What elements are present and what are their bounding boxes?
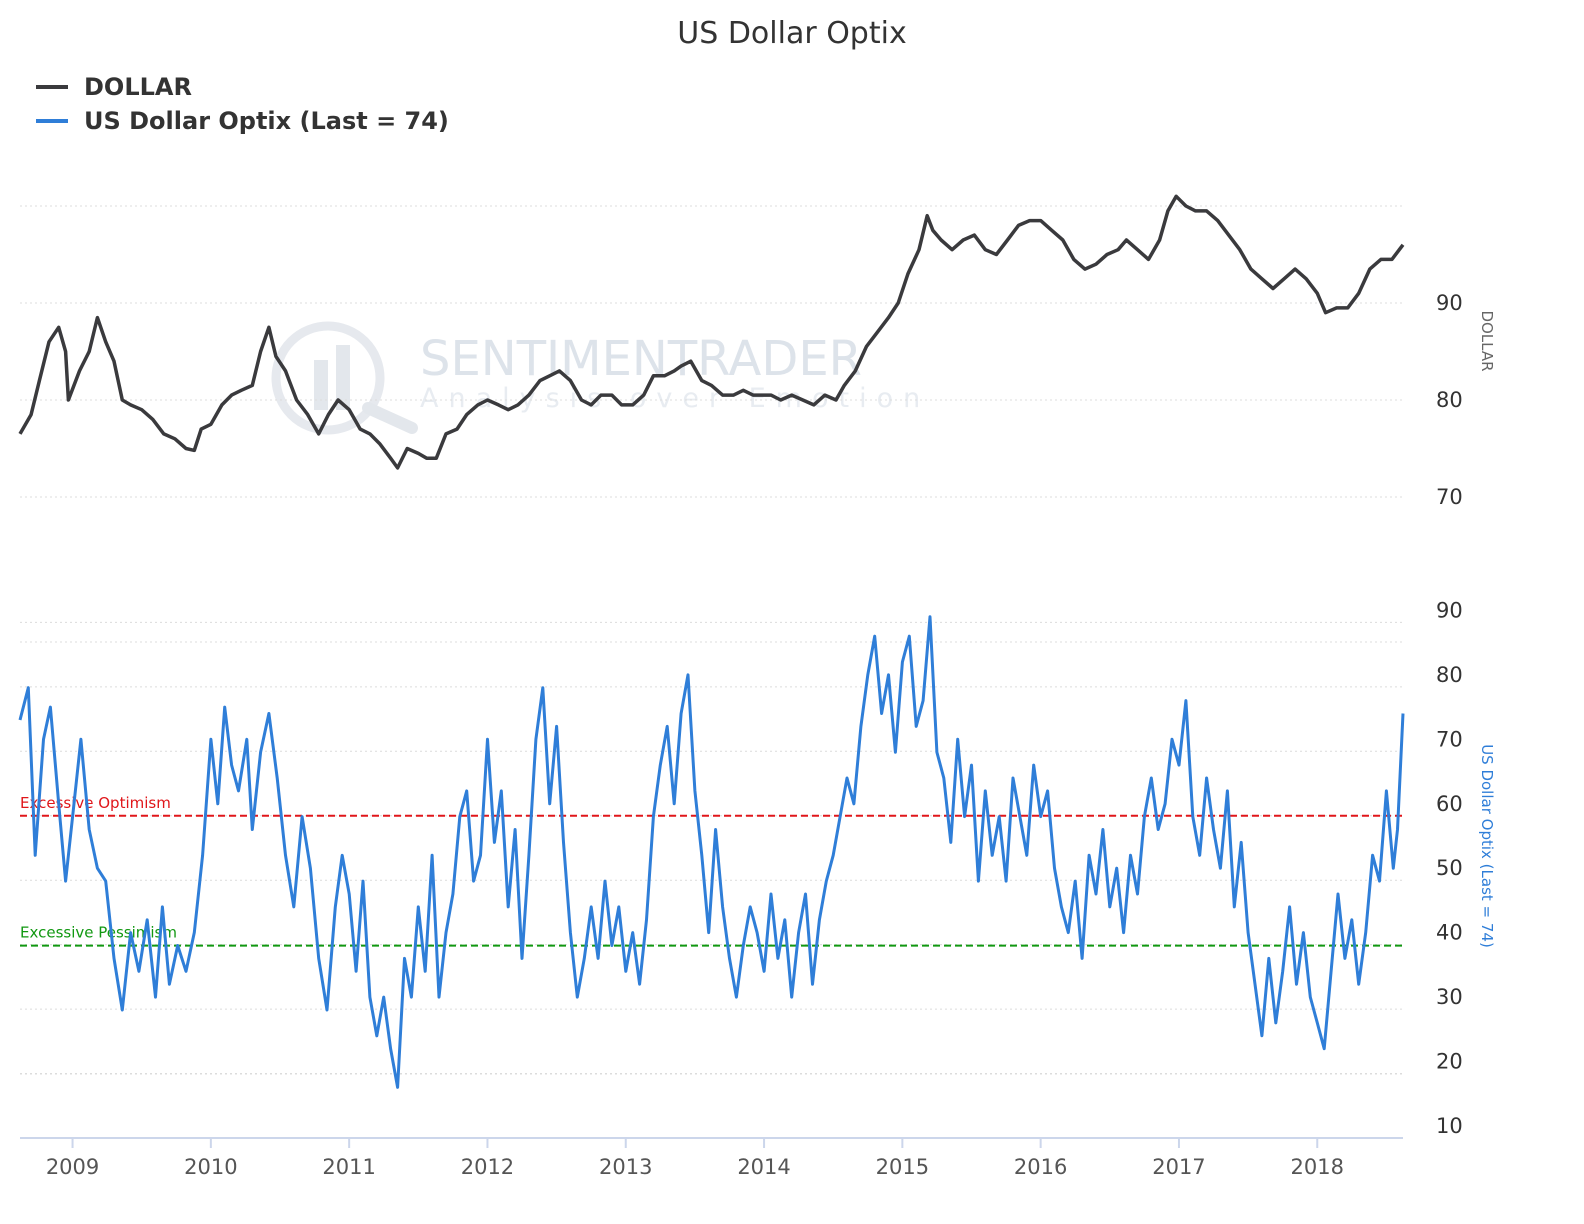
upper-axis-title: DOLLAR — [1478, 310, 1496, 371]
dollar-pane: 70 80 90 — [18, 194, 1463, 509]
legend-label: DOLLAR — [84, 73, 192, 101]
y-tick-label: 50 — [1436, 856, 1463, 880]
x-tick-label: 2010 — [184, 1155, 237, 1179]
y-tick-label: 80 — [1436, 388, 1463, 412]
x-tick-label: 2009 — [46, 1155, 99, 1179]
y-tick-label: 30 — [1436, 985, 1463, 1009]
x-axis: 2009 2010 2011 2012 2013 2014 2015 2016 2017 2018 — [20, 1137, 1403, 1179]
x-tick-label: 2015 — [876, 1155, 929, 1179]
y-tick-label: 90 — [1436, 291, 1463, 315]
watermark-bar-icon — [314, 360, 328, 410]
y-tick-label: 40 — [1436, 921, 1463, 945]
x-tick-label: 2014 — [737, 1155, 790, 1179]
y-tick-label: 70 — [1436, 485, 1463, 509]
x-tick-label: 2012 — [461, 1155, 514, 1179]
x-tick-label: 2018 — [1291, 1155, 1344, 1179]
watermark-line2: Analysis over Emotion — [420, 383, 930, 414]
optix-pane: 10 20 30 40 50 60 70 80 90 Excessive Optimism Exce… — [18, 598, 1463, 1138]
series-line — [18, 615, 1405, 1089]
watermark-bar-icon — [336, 345, 350, 410]
y-tick-label: 70 — [1436, 727, 1463, 751]
legend-label: US Dollar Optix (Last = 74) — [84, 107, 449, 135]
x-tick-label: 2017 — [1152, 1155, 1205, 1179]
y-tick-label: 90 — [1436, 598, 1463, 622]
y-tick-label: 20 — [1436, 1050, 1463, 1074]
y-tick-label: 10 — [1436, 1114, 1463, 1138]
watermark-logo-icon — [271, 321, 385, 435]
y-tick-label: 60 — [1436, 792, 1463, 816]
x-tick-label: 2011 — [322, 1155, 375, 1179]
watermark-handle-icon — [362, 402, 418, 434]
legend-item-dollar[interactable]: DOLLAR — [36, 73, 192, 101]
watermark-line1: SENTIMENTRADER — [420, 331, 862, 387]
reference-line-label: Excessive Optimism — [20, 794, 171, 812]
legend: DOLLAR US Dollar Optix (Last = 74) — [36, 73, 449, 135]
reference-line-label: Excessive Pessimism — [20, 924, 177, 942]
x-tick-label: 2013 — [599, 1155, 652, 1179]
x-tick-label: 2016 — [1014, 1155, 1067, 1179]
chart-title: US Dollar Optix — [677, 16, 906, 51]
y-tick-label: 80 — [1436, 663, 1463, 687]
legend-item-optix[interactable]: US Dollar Optix (Last = 74) — [36, 107, 449, 135]
lower-axis-title: US Dollar Optix (Last = 74) — [1478, 744, 1496, 948]
series-line — [18, 194, 1405, 470]
